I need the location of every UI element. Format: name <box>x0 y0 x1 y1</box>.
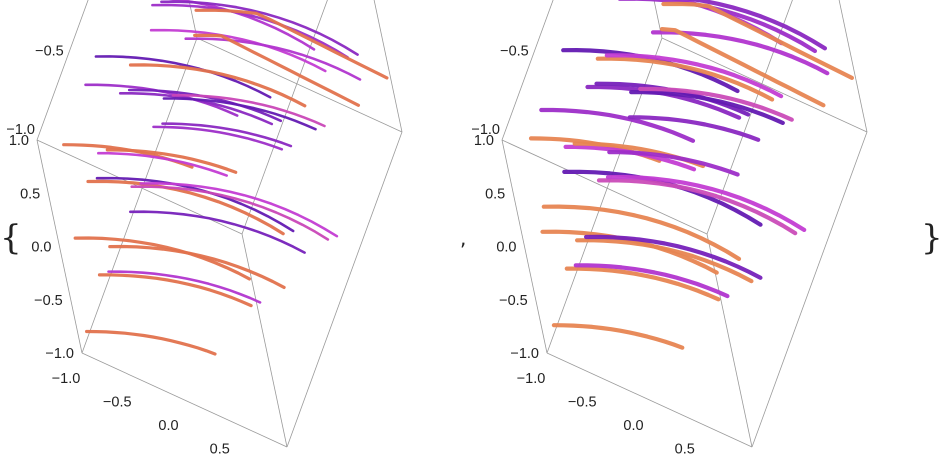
y-tick-label: −0.5 <box>35 43 64 59</box>
x-tick-label: 0.5 <box>675 442 695 458</box>
streamline <box>541 204 742 261</box>
box-edge <box>81 37 198 354</box>
streamlines <box>62 0 389 356</box>
streamline <box>149 28 327 73</box>
streamline <box>607 150 740 177</box>
streamline <box>629 90 785 125</box>
x-tick-label: 0.5 <box>210 442 230 458</box>
streamline <box>130 185 330 241</box>
z-tick-label: −0.5 <box>499 293 528 309</box>
z-tick-label: −1.0 <box>510 346 539 362</box>
streamline <box>105 148 238 174</box>
streamline <box>129 210 306 254</box>
streamline <box>171 94 326 128</box>
box-edge <box>751 131 868 448</box>
y-tick-label: −0.5 <box>500 43 529 59</box>
streamline <box>107 270 262 304</box>
streamlines <box>528 0 854 350</box>
streamline <box>97 273 253 308</box>
box-edge <box>36 139 83 354</box>
streamline <box>573 263 730 299</box>
stream-plot-right[interactable]: −1.0−0.50.00.51.0−1.0−0.50.00.51.0−1.0−0… <box>465 0 935 465</box>
streamline <box>539 107 696 143</box>
box-edge <box>501 0 554 141</box>
y-tick-label: −1.0 <box>471 122 500 138</box>
streamline <box>605 174 807 232</box>
streamline <box>604 53 784 99</box>
box-edge <box>661 37 868 133</box>
streamline <box>682 0 827 51</box>
box-edge <box>36 0 89 141</box>
streamline <box>85 329 217 356</box>
streamline <box>73 236 251 281</box>
z-tick-label: −1.0 <box>45 346 74 362</box>
streamline <box>661 1 854 80</box>
streamline <box>128 63 307 108</box>
box-edge <box>653 0 663 39</box>
z-tick-label: 0.0 <box>31 240 51 256</box>
tick-labels: −1.0−0.50.00.51.0−1.0−0.50.00.51.0−1.0−0… <box>6 43 230 458</box>
box-edge <box>196 37 403 133</box>
list-close-brace: } <box>921 218 941 258</box>
box-edge <box>241 233 288 448</box>
y-tick-label: −1.0 <box>6 122 35 138</box>
x-tick-label: 0.0 <box>158 418 178 434</box>
streamline <box>151 3 349 59</box>
box-edge <box>706 233 753 448</box>
x-tick-label: −0.5 <box>568 395 597 411</box>
streamline <box>139 182 339 238</box>
streamline <box>194 8 389 80</box>
streamline <box>584 234 763 280</box>
z-tick-label: 1.0 <box>9 133 29 149</box>
streamline <box>193 33 360 107</box>
streamline <box>659 27 826 108</box>
list-separator: , <box>460 226 467 250</box>
list-open-brace: { <box>0 218 22 258</box>
box-edge <box>81 352 288 448</box>
z-tick-label: 1.0 <box>474 133 494 149</box>
z-tick-label: 0.5 <box>20 186 40 202</box>
box-edge <box>501 139 548 354</box>
streamline <box>168 0 316 51</box>
stream-plot-left[interactable]: −1.0−0.50.00.51.0−1.0−0.50.00.51.0−1.0−0… <box>0 0 470 465</box>
streamline <box>627 115 761 142</box>
box-edge <box>286 131 403 448</box>
x-tick-label: −1.0 <box>52 371 81 387</box>
streamline <box>595 56 775 102</box>
streamline <box>152 125 284 151</box>
z-tick-label: 0.0 <box>496 240 516 256</box>
z-tick-label: −0.5 <box>34 293 63 309</box>
box-edge <box>546 352 753 448</box>
streamline <box>564 266 721 302</box>
streamline <box>97 151 228 177</box>
streamline <box>94 55 272 99</box>
streamline <box>638 86 794 122</box>
box-edge <box>373 0 403 133</box>
streamline <box>162 97 317 131</box>
streamline <box>551 323 685 350</box>
streamline <box>575 238 754 284</box>
tick-labels: −1.0−0.50.00.51.0−1.0−0.50.00.51.0−1.0−0… <box>471 43 695 458</box>
z-tick-label: 0.5 <box>485 186 505 202</box>
bounding-box <box>36 0 403 448</box>
streamline <box>108 244 286 289</box>
x-tick-label: −1.0 <box>517 371 546 387</box>
streamline <box>161 122 293 148</box>
box-edge <box>501 139 708 235</box>
streamline <box>184 37 362 81</box>
streamline <box>596 178 798 236</box>
x-tick-label: −0.5 <box>103 395 132 411</box>
streamline <box>617 0 817 54</box>
streamline <box>160 0 359 56</box>
box-edge <box>838 0 868 133</box>
streamline <box>86 179 285 236</box>
x-tick-label: 0.0 <box>623 418 643 434</box>
